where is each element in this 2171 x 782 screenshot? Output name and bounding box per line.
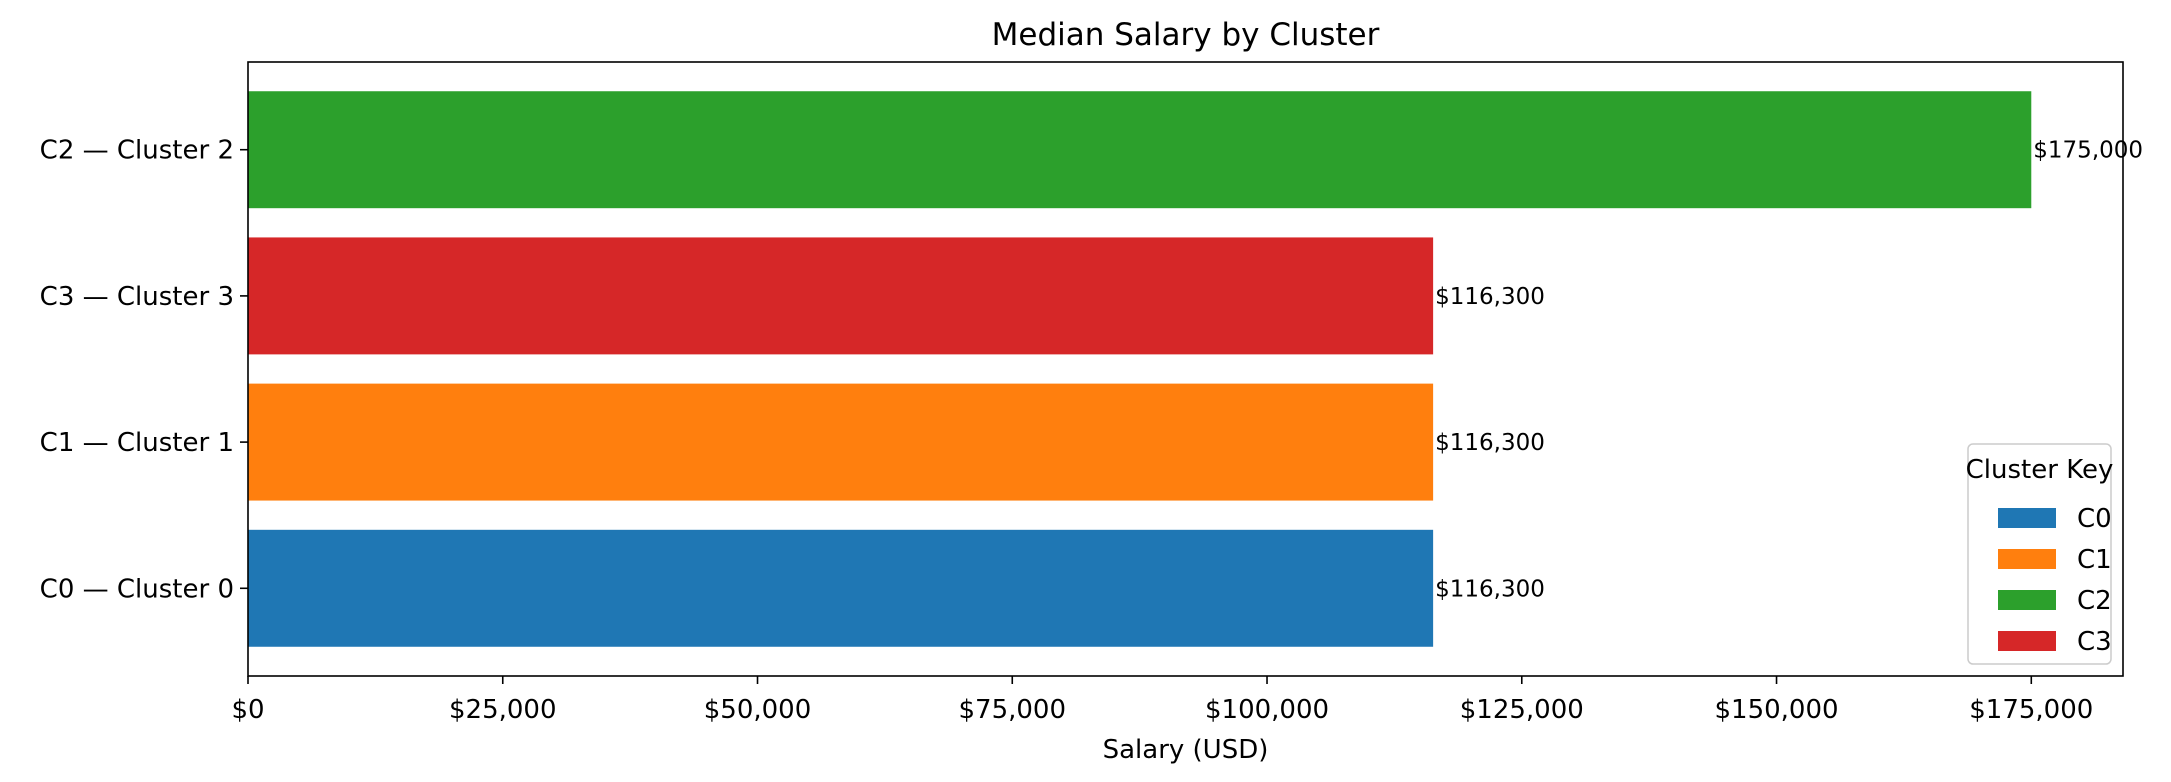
plot-frame	[247, 61, 2124, 677]
legend: Cluster Key C0 C1 C2 C3	[1966, 443, 2114, 665]
legend-label-c2: C2	[2077, 586, 2112, 616]
x-tick-label-5: $125,000	[1460, 695, 1584, 725]
bars-layer	[248, 91, 2032, 647]
value-label-2: $116,300	[1435, 284, 1545, 310]
legend-title: Cluster Key	[1966, 455, 2114, 485]
legend-label-c0: C0	[2077, 504, 2112, 534]
value-label-0: $116,300	[1435, 576, 1545, 602]
x-tick-label-6: $150,000	[1715, 695, 1839, 725]
value-label-3: $175,000	[2033, 138, 2143, 164]
x-tick-label-3: $75,000	[959, 695, 1067, 725]
legend-label-c3: C3	[2077, 627, 2112, 657]
y-tick-label-1: C1 — Cluster 1	[40, 428, 234, 458]
chart-title: Median Salary by Cluster	[992, 17, 1380, 53]
bar-1	[248, 383, 1434, 501]
y-axis: C0 — Cluster 0 C1 — Cluster 1 C3 — Cluster…	[40, 136, 248, 604]
bar-3	[248, 91, 2032, 209]
legend-swatch-c0	[1998, 508, 2056, 528]
bar-0	[248, 529, 1434, 647]
legend-swatch-c1	[1998, 549, 2056, 569]
x-tick-label-1: $25,000	[449, 695, 557, 725]
legend-swatch-c2	[1998, 590, 2056, 610]
legend-swatch-c3	[1998, 631, 2056, 651]
y-tick-label-2: C3 — Cluster 3	[40, 282, 234, 312]
x-tick-label-7: $175,000	[1969, 695, 2093, 725]
bar-2	[248, 237, 1434, 355]
y-tick-label-0: C0 — Cluster 0	[40, 574, 234, 604]
x-axis: $0 $25,000 $50,000 $75,000 $100,000 $125,000 $…	[231, 676, 2093, 725]
x-tick-label-0: $0	[231, 695, 264, 725]
value-labels-layer: $116,300 $116,300 $116,300 $175,000	[1435, 138, 2143, 603]
y-tick-label-3: C2 — Cluster 2	[40, 136, 234, 166]
value-label-1: $116,300	[1435, 430, 1545, 456]
legend-label-c1: C1	[2077, 545, 2112, 575]
x-tick-label-2: $50,000	[704, 695, 812, 725]
x-tick-label-4: $100,000	[1205, 695, 1329, 725]
x-axis-label: Salary (USD)	[1103, 735, 1269, 765]
